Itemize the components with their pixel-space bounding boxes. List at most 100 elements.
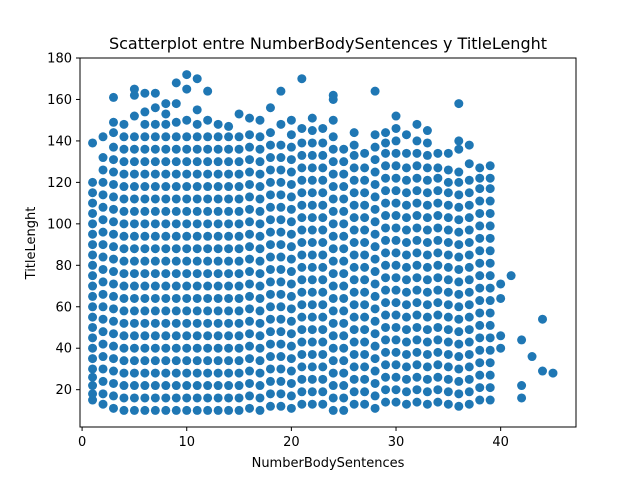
data-point bbox=[286, 267, 296, 277]
data-point bbox=[506, 271, 516, 281]
data-point bbox=[370, 403, 380, 413]
data-point bbox=[370, 304, 380, 314]
data-point bbox=[182, 306, 192, 316]
data-point bbox=[433, 385, 443, 395]
data-point bbox=[485, 233, 495, 243]
data-point bbox=[98, 289, 108, 299]
data-point bbox=[192, 405, 202, 415]
data-point bbox=[192, 119, 202, 129]
data-point bbox=[475, 258, 485, 268]
data-point bbox=[182, 331, 192, 341]
y-tick-label: 120 bbox=[47, 176, 72, 191]
data-point bbox=[318, 138, 328, 148]
data-point bbox=[119, 318, 129, 328]
data-point bbox=[192, 381, 202, 391]
data-point bbox=[286, 329, 296, 339]
data-point bbox=[286, 179, 296, 189]
data-point bbox=[464, 325, 474, 335]
data-point bbox=[464, 175, 474, 185]
data-point bbox=[422, 250, 432, 260]
data-point bbox=[318, 262, 328, 272]
data-point bbox=[328, 343, 338, 353]
data-point bbox=[412, 186, 422, 196]
data-point bbox=[234, 331, 244, 341]
data-point bbox=[286, 130, 296, 140]
data-point bbox=[129, 356, 139, 366]
data-point bbox=[391, 198, 401, 208]
data-point bbox=[88, 198, 98, 208]
data-point bbox=[422, 325, 432, 335]
data-point bbox=[150, 331, 160, 341]
data-point bbox=[391, 347, 401, 357]
data-point bbox=[203, 331, 213, 341]
data-point bbox=[349, 387, 359, 397]
y-axis: 20 40 60 80 100 120 140 160 180 bbox=[47, 52, 80, 398]
data-point bbox=[328, 281, 338, 291]
data-point bbox=[412, 223, 422, 233]
data-point bbox=[171, 356, 181, 366]
data-point bbox=[265, 289, 275, 299]
data-point bbox=[276, 314, 286, 324]
data-point bbox=[401, 262, 411, 272]
data-point bbox=[422, 399, 432, 409]
data-point bbox=[171, 256, 181, 266]
data-point bbox=[203, 157, 213, 167]
data-point bbox=[161, 182, 171, 192]
data-point bbox=[276, 339, 286, 349]
data-point bbox=[391, 161, 401, 171]
data-point bbox=[98, 190, 108, 200]
data-point bbox=[360, 163, 370, 173]
data-point bbox=[108, 92, 118, 102]
data-point bbox=[328, 157, 338, 167]
data-point bbox=[307, 287, 317, 297]
data-point bbox=[224, 206, 234, 216]
data-point bbox=[203, 381, 213, 391]
y-tick-label: 40 bbox=[55, 342, 72, 357]
data-point bbox=[224, 157, 234, 167]
data-point bbox=[224, 144, 234, 154]
data-point bbox=[360, 374, 370, 384]
data-point bbox=[401, 250, 411, 260]
data-point bbox=[182, 318, 192, 328]
data-point bbox=[108, 366, 118, 376]
data-point bbox=[192, 157, 202, 167]
data-point bbox=[401, 349, 411, 359]
data-point bbox=[538, 314, 548, 324]
data-point bbox=[108, 242, 118, 252]
data-point bbox=[307, 374, 317, 384]
data-point bbox=[265, 140, 275, 150]
data-point bbox=[370, 167, 380, 177]
data-point bbox=[443, 250, 453, 260]
data-point bbox=[171, 99, 181, 109]
data-point bbox=[328, 256, 338, 266]
data-point bbox=[349, 140, 359, 150]
data-point bbox=[88, 271, 98, 281]
data-point bbox=[370, 279, 380, 289]
data-point bbox=[433, 310, 443, 320]
data-point bbox=[140, 119, 150, 129]
data-point bbox=[381, 186, 391, 196]
data-point bbox=[192, 194, 202, 204]
data-point bbox=[318, 287, 328, 297]
data-point bbox=[433, 397, 443, 407]
data-point bbox=[422, 213, 432, 223]
data-point bbox=[108, 291, 118, 301]
data-point bbox=[485, 283, 495, 293]
data-point bbox=[401, 238, 411, 247]
data-point bbox=[129, 293, 139, 303]
data-point bbox=[328, 331, 338, 341]
data-point bbox=[171, 318, 181, 328]
data-point bbox=[265, 327, 275, 337]
data-point bbox=[276, 215, 286, 225]
data-point bbox=[140, 381, 150, 391]
data-point bbox=[129, 144, 139, 154]
data-point bbox=[401, 312, 411, 322]
data-point bbox=[401, 163, 411, 173]
data-point bbox=[475, 383, 485, 393]
data-point bbox=[224, 219, 234, 229]
data-point bbox=[360, 148, 370, 158]
data-point bbox=[108, 142, 118, 152]
data-point bbox=[360, 349, 370, 359]
data-point bbox=[297, 337, 307, 347]
data-point bbox=[276, 165, 286, 175]
